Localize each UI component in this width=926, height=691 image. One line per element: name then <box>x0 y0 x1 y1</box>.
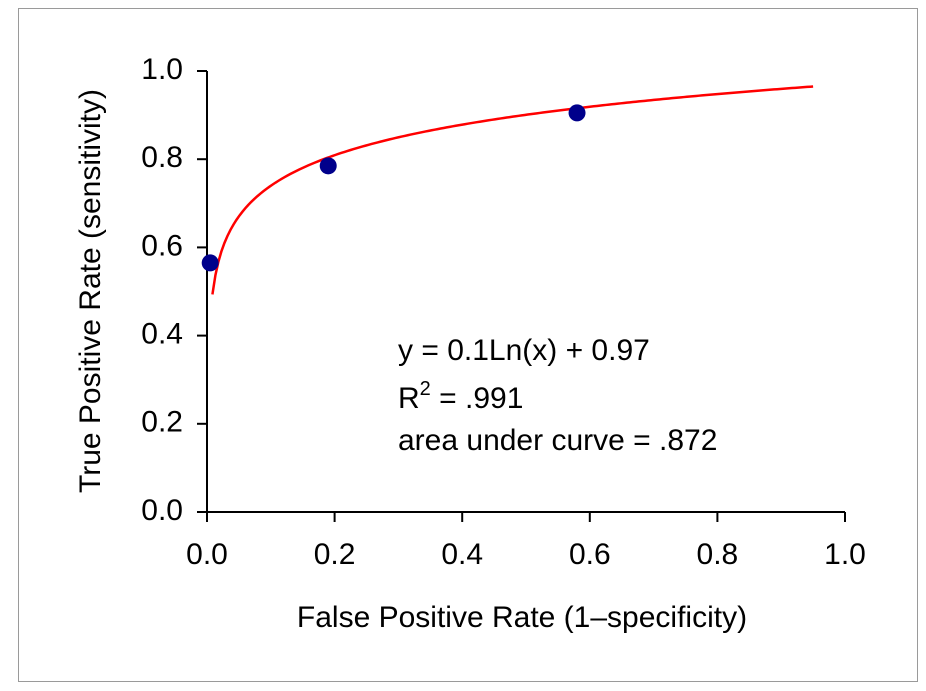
x-tick-label: 0.6 <box>569 538 611 571</box>
y-tick-label: 1.0 <box>141 53 183 86</box>
x-axis-title: False Positive Rate (1–specificity) <box>297 601 747 634</box>
y-tick-label: 0.8 <box>141 141 183 174</box>
area-annotation: area under curve = .872 <box>398 424 717 457</box>
r-squared-value: = .991 <box>431 382 524 415</box>
chart-frame <box>18 8 918 682</box>
x-tick-label: 0.4 <box>441 538 483 571</box>
y-tick-label: 0.6 <box>141 229 183 262</box>
r-squared-annotation: R2 = .991 <box>398 378 523 415</box>
equation-annotation: y = 0.1Ln(x) + 0.97 <box>398 334 650 367</box>
y-tick-label: 0.0 <box>141 494 183 527</box>
x-tick-label: 0.8 <box>697 538 739 571</box>
x-tick-label: 0.0 <box>186 538 228 571</box>
y-axis-ticks: 0.0 0.2 0.4 0.6 0.8 1.0 <box>141 53 207 527</box>
data-point <box>568 104 586 122</box>
r-squared-prefix: R <box>398 382 420 415</box>
r-squared-exponent: 2 <box>420 378 431 400</box>
x-tick-label: 1.0 <box>824 538 866 571</box>
data-point <box>319 157 337 175</box>
data-point <box>201 254 219 272</box>
data-points <box>201 104 586 272</box>
x-axis-ticks: 0.0 0.2 0.4 0.6 0.8 1.0 <box>186 512 866 571</box>
x-tick-label: 0.2 <box>314 538 356 571</box>
y-tick-label: 0.2 <box>141 406 183 439</box>
trend-line <box>211 85 814 295</box>
y-axis-title: True Positive Rate (sensitivity) <box>74 89 107 493</box>
y-tick-label: 0.4 <box>141 318 183 351</box>
